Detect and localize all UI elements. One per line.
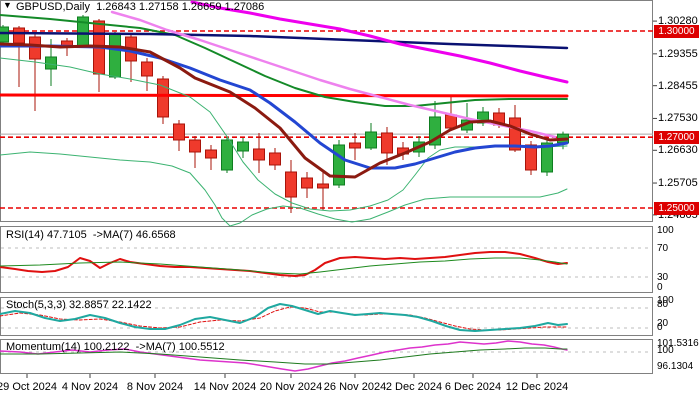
price-level-badge: 1.30000 xyxy=(654,25,699,38)
candle-body xyxy=(253,148,265,161)
indicator-scale-label: 30 xyxy=(657,272,669,283)
candle-body xyxy=(237,141,249,152)
candle-body xyxy=(205,149,217,159)
price-level-badge: 1.27000 xyxy=(654,131,699,145)
main-chart-panel-border xyxy=(0,0,653,222)
price-axis-label: 1.26630 xyxy=(658,144,698,157)
momentum-ma-line xyxy=(0,347,568,365)
stoch-main-line xyxy=(0,303,568,332)
stoch-indicator-label: Stoch(5,3,3) 32.8857 22.1422 xyxy=(6,299,152,311)
candle-body xyxy=(381,132,393,154)
candle-body xyxy=(29,36,41,60)
maroon-ma xyxy=(0,42,569,179)
rsi-indicator-label: RSI(14) 47.7105 ->MA(7) 46.6568 xyxy=(6,229,176,241)
price-axis-label: 1.25705 xyxy=(658,177,698,190)
price-level-badge: 1.25000 xyxy=(654,201,699,215)
candle-body xyxy=(189,139,201,153)
seagreen-band-lower xyxy=(0,151,568,227)
indicator-scale-label: 100 xyxy=(657,345,674,356)
indicator-scale-label: 100 xyxy=(657,295,674,306)
candle-body xyxy=(109,33,121,78)
momentum-panel-border xyxy=(0,339,653,374)
candle-body xyxy=(509,117,521,151)
blue-ma xyxy=(0,44,569,170)
green-ma xyxy=(0,14,568,107)
candle-body xyxy=(173,123,185,141)
indicator-scale-label: 0 xyxy=(657,282,663,293)
candle-body xyxy=(221,139,233,171)
price-axis-label: 1.27530 xyxy=(658,112,698,125)
indicator-scale-label: 0 xyxy=(657,322,663,333)
indicator-scale-label: 101.5316 xyxy=(657,338,699,349)
symbol-dropdown-arrow[interactable]: ▼ xyxy=(3,0,12,10)
seagreen-band-upper xyxy=(0,57,568,212)
indicator-scale-label: 100 xyxy=(657,225,674,236)
rsi-line xyxy=(0,251,568,277)
rsi-ma-line xyxy=(0,257,568,275)
date-axis-label: 8 Nov 2024 xyxy=(126,381,184,393)
candle-body xyxy=(525,144,537,171)
candle-body xyxy=(157,78,169,118)
candle-body xyxy=(269,152,281,166)
candle-body xyxy=(317,183,329,189)
price-axis-label: 1.29355 xyxy=(658,47,698,60)
candle-body xyxy=(349,142,361,149)
price-axis-label: 1.28455 xyxy=(658,79,698,92)
price-axis-label: 1.30280 xyxy=(658,15,698,28)
date-axis-label: 14 Nov 2024 xyxy=(193,381,257,393)
momentum-indicator-label: Momentum(14) 100.2122 ->MA(7) 100.5512 xyxy=(6,341,225,353)
stoch-panel-border xyxy=(0,297,653,336)
date-axis-label: 6 Dec 2024 xyxy=(444,381,502,393)
date-axis-label: 29 Oct 2024 xyxy=(0,381,57,393)
momentum-line xyxy=(0,340,568,372)
indicator-scale-label: 70 xyxy=(657,243,669,254)
indicator-scale-label: 96.1304 xyxy=(657,361,694,372)
date-axis-label: 4 Nov 2024 xyxy=(61,381,119,393)
rsi-panel-border xyxy=(0,226,653,293)
candle-body xyxy=(141,61,153,77)
candle-body xyxy=(13,27,25,44)
candle-body xyxy=(285,171,297,198)
date-axis-label: 26 Nov 2024 xyxy=(323,381,387,393)
candle-body xyxy=(429,116,441,146)
chart-ohlc-title: GBPUSD,Daily 1.26843 1.27158 1.26659 1.2… xyxy=(16,1,265,13)
navy-ma xyxy=(0,31,569,50)
date-axis-label: 2 Dec 2024 xyxy=(385,381,443,393)
candle-body xyxy=(0,26,9,43)
date-axis-label: 12 Dec 2024 xyxy=(505,381,569,393)
candle-body xyxy=(45,56,57,70)
indicator-scale-label: 20 xyxy=(657,318,669,329)
candle-body xyxy=(477,111,489,124)
candle-body xyxy=(301,177,313,189)
magenta-ma xyxy=(190,0,569,84)
indicator-scale-label: 80 xyxy=(657,299,669,310)
candle-body xyxy=(541,142,553,173)
candle-body xyxy=(445,114,457,129)
candle-body xyxy=(333,144,345,186)
date-axis-label: 20 Nov 2024 xyxy=(259,381,323,393)
flat-red-ma xyxy=(0,93,569,98)
candle-body xyxy=(365,131,377,149)
